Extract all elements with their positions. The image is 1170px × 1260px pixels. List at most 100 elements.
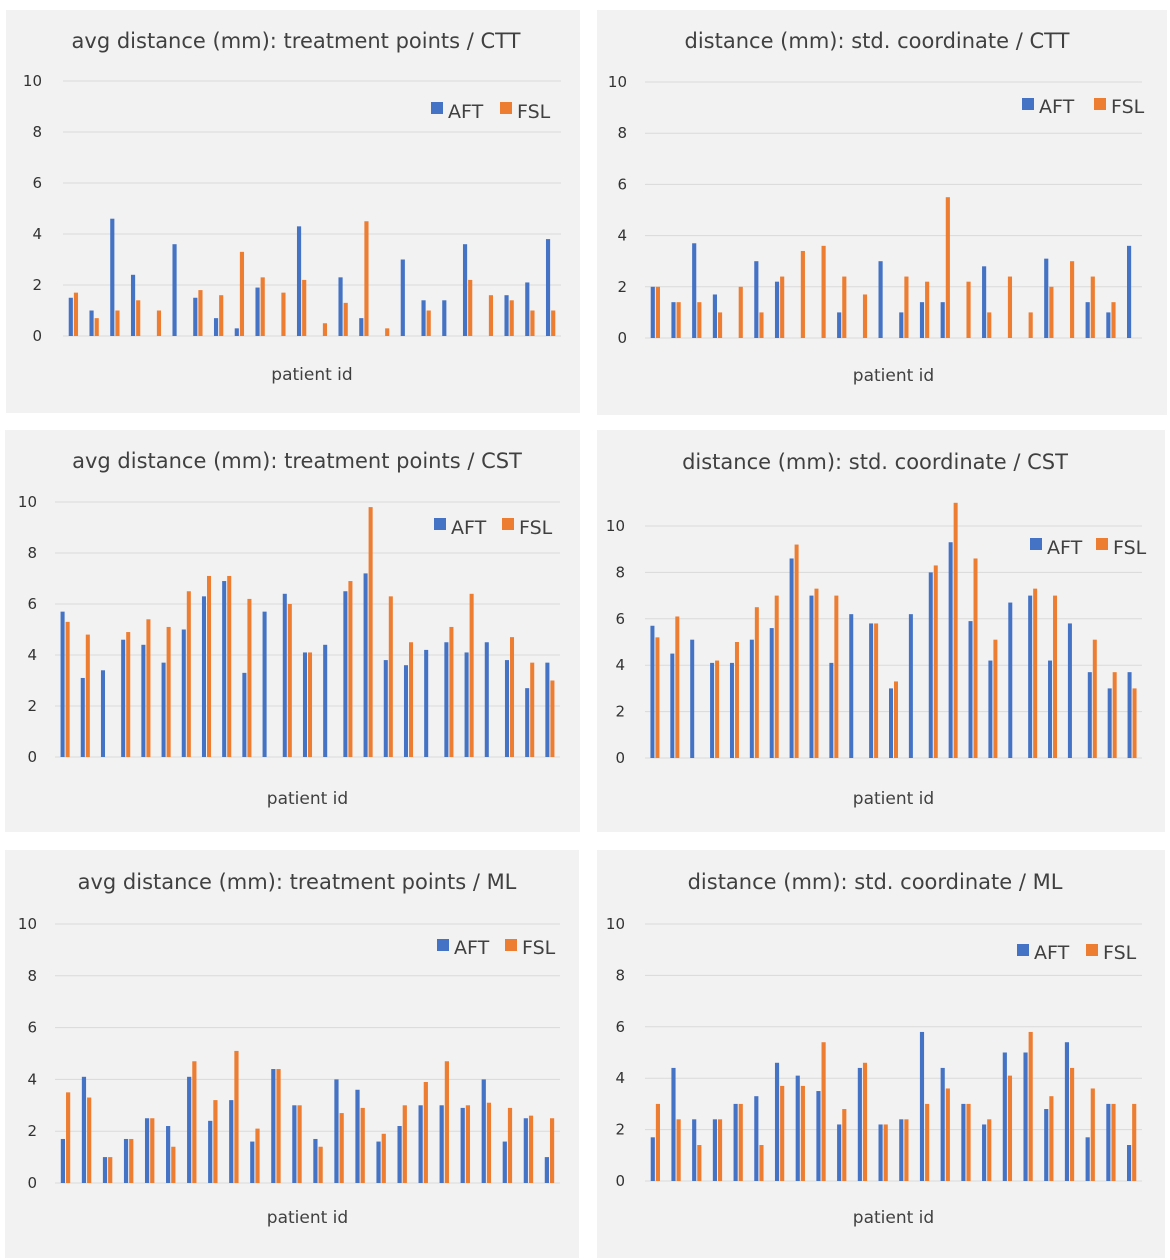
bar-fsl-9 — [227, 575, 232, 757]
x-axis-label: patient id — [853, 789, 934, 809]
bar-aft-3 — [692, 243, 697, 338]
bar-fsl-24 — [1112, 672, 1117, 758]
y-tick-label: 2 — [617, 278, 627, 296]
bar-aft-19 — [1023, 1052, 1028, 1181]
bar-aft-23 — [1106, 1103, 1111, 1181]
bar-aft-20 — [1044, 1109, 1049, 1181]
bar-fsl-7 — [774, 595, 779, 758]
bar-chart: 0 2 4 6 8 10 avg distance (mm): treatment poin… — [23, 29, 561, 385]
chart-panel-cst-treatment: 0 2 4 6 8 10 avg distance (mm): treatment poin… — [5, 430, 580, 832]
bar-aft-18 — [421, 300, 426, 336]
y-tick-label: 6 — [615, 610, 625, 628]
legend-swatch-aft — [1030, 538, 1042, 550]
bar-fsl-1 — [65, 621, 70, 757]
bar-aft-19 — [439, 1105, 444, 1183]
bar-fsl-16 — [381, 1133, 386, 1183]
bar-aft-12 — [292, 1105, 297, 1183]
bar-fsl-4 — [717, 1119, 723, 1181]
legend-swatch-fsl — [1096, 538, 1108, 550]
bar-aft-12 — [878, 1124, 883, 1181]
bar-aft-13 — [899, 1119, 904, 1181]
y-tick-label: 0 — [615, 749, 625, 767]
bar-aft-6 — [161, 662, 166, 757]
bar-fsl-4 — [136, 300, 141, 336]
bar-aft-13 — [899, 312, 904, 338]
legend-label-fsl: FSL — [517, 101, 551, 123]
bar-aft-13 — [313, 1138, 318, 1183]
bar-fsl-5 — [156, 310, 162, 336]
bar-aft-15 — [355, 1089, 360, 1183]
bar-fsl-11 — [281, 292, 286, 336]
bar-fsl-3 — [697, 1145, 702, 1181]
bar-fsl-17 — [388, 596, 393, 757]
bar-aft-24 — [1127, 245, 1132, 338]
bar-fsl-23 — [530, 310, 535, 336]
y-tick-label: 8 — [617, 124, 627, 142]
bar-fsl-20 — [1033, 588, 1038, 758]
bar-fsl-16 — [966, 281, 971, 338]
y-tick-label: 6 — [617, 175, 627, 193]
bar-aft-24 — [525, 688, 530, 757]
x-axis-label: patient id — [267, 789, 348, 809]
bar-aft-20 — [460, 1107, 465, 1183]
bar-fsl-16 — [953, 502, 958, 758]
bar-aft-14 — [334, 1079, 339, 1183]
bar-fsl-21 — [1070, 1067, 1075, 1181]
bar-aft-7 — [193, 297, 198, 336]
bar-fsl-21 — [469, 593, 474, 757]
y-tick-label: 4 — [617, 227, 627, 245]
bar-aft-9 — [222, 581, 227, 757]
bar-fsl-1 — [73, 292, 79, 336]
bar-aft-1 — [60, 611, 65, 757]
bar-aft-23 — [1106, 312, 1111, 338]
bar-aft-6 — [172, 244, 177, 336]
bar-fsl-5 — [146, 619, 151, 757]
bar-fsl-10 — [247, 598, 252, 757]
bar-aft-22 — [502, 1141, 507, 1183]
bar-fsl-8 — [213, 1100, 218, 1183]
bar-fsl-20 — [465, 1105, 471, 1183]
bar-fsl-5 — [150, 1118, 155, 1183]
bar-aft-21 — [1048, 660, 1053, 758]
bar-aft-9 — [816, 1091, 821, 1181]
bar-fsl-12 — [883, 1124, 888, 1181]
bar-aft-24 — [1127, 1145, 1132, 1181]
bar-fsl-22 — [509, 300, 514, 336]
bar-fsl-18 — [1007, 276, 1013, 338]
bar-fsl-12 — [287, 604, 292, 757]
bar-aft-14 — [908, 614, 913, 758]
bar-fsl-25 — [550, 680, 555, 757]
bar-fsl-9 — [821, 245, 826, 338]
bar-fsl-7 — [780, 276, 785, 338]
bar-aft-15 — [343, 591, 348, 757]
bar-aft-6 — [754, 1096, 759, 1181]
bar-fsl-11 — [276, 1069, 281, 1183]
bar-aft-16 — [948, 542, 953, 758]
bar-aft-12 — [282, 593, 287, 757]
bar-aft-2 — [89, 310, 94, 336]
bar-fsl-17 — [987, 1119, 992, 1181]
bar-aft-22 — [504, 295, 509, 336]
bar-fsl-6 — [171, 1146, 176, 1183]
x-axis-label: patient id — [271, 365, 352, 385]
y-tick-label: 10 — [18, 493, 37, 511]
bar-aft-11 — [262, 611, 267, 757]
bar-fsl-6 — [759, 312, 764, 338]
legend-swatch-fsl — [505, 939, 517, 951]
bar-aft-11 — [849, 614, 854, 758]
bar-aft-4 — [710, 662, 715, 758]
bar-fsl-4 — [715, 660, 720, 758]
bar-aft-10 — [250, 1141, 255, 1183]
chart-panel-ctt-std: 0 2 4 6 8 10 distance (mm): std. coordinate / … — [597, 10, 1167, 415]
bar-fsl-18 — [426, 310, 431, 336]
bar-aft-14 — [919, 1031, 925, 1181]
bar-aft-24 — [545, 239, 551, 336]
bar-fsl-8 — [794, 544, 799, 758]
bar-aft-6 — [749, 639, 754, 758]
bar-fsl-24 — [530, 662, 535, 757]
bar-fsl-3 — [697, 302, 702, 338]
bar-fsl-7 — [780, 1085, 785, 1181]
bar-aft-2 — [670, 653, 675, 758]
bar-fsl-13 — [894, 681, 898, 758]
bar-fsl-2 — [87, 1097, 92, 1183]
